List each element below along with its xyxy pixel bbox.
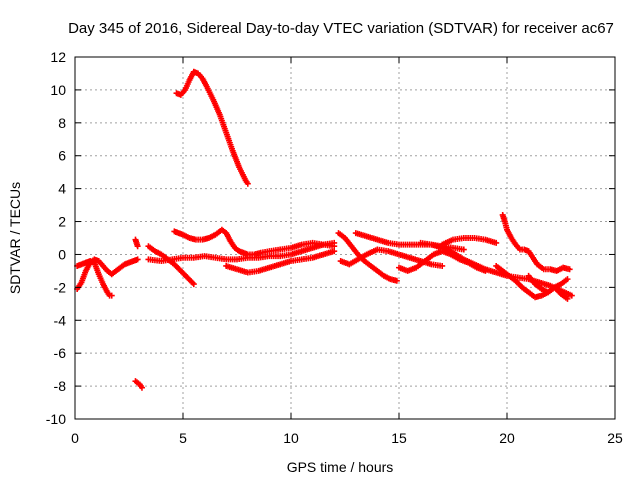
data-point xyxy=(244,180,251,187)
axes: 0 5 10 15 20 25 -10 -8 -6 -4 -2 0 2 4 6 8 10 12 xyxy=(46,49,623,446)
series-s14 xyxy=(396,248,489,274)
series-s05 xyxy=(145,243,197,288)
y-tick-label: 0 xyxy=(58,246,66,262)
series-s04 xyxy=(132,378,145,391)
y-tick-label: -4 xyxy=(54,312,67,328)
series-s07 xyxy=(171,226,284,258)
series-s06 xyxy=(145,239,338,265)
y-tick-label: 4 xyxy=(58,181,66,197)
x-axis-label: GPS time / hours xyxy=(287,459,394,475)
data-point xyxy=(439,262,446,269)
data-point xyxy=(108,292,115,299)
data-point xyxy=(393,277,400,284)
y-tick-label: 12 xyxy=(50,49,66,65)
x-tick-label: 15 xyxy=(391,430,407,446)
series-s19 xyxy=(525,272,571,302)
y-tick-label: -6 xyxy=(54,345,67,361)
y-tick-label: -2 xyxy=(54,279,67,295)
data-point xyxy=(564,276,571,283)
data-point xyxy=(568,292,575,299)
x-tick-label: 25 xyxy=(607,430,623,446)
y-tick-label: 8 xyxy=(58,115,66,131)
data-point xyxy=(493,239,500,246)
data-point xyxy=(460,246,467,253)
chart-title: Day 345 of 2016, Sidereal Day-to-day VTE… xyxy=(68,20,614,37)
y-tick-label: 6 xyxy=(58,148,66,164)
data-point xyxy=(138,384,145,391)
x-tick-label: 5 xyxy=(179,430,187,446)
y-tick-label: -10 xyxy=(46,411,66,427)
series-s10 xyxy=(277,239,338,253)
series-s16 xyxy=(439,235,500,248)
data-point xyxy=(566,266,573,273)
data-point xyxy=(564,295,571,302)
data-points xyxy=(74,68,575,391)
series-s17 xyxy=(499,211,573,274)
series-s08 xyxy=(223,248,338,276)
series-s09 xyxy=(173,68,251,187)
plot-frame xyxy=(74,56,616,420)
series-s02 xyxy=(74,256,141,293)
series-s11 xyxy=(335,230,400,284)
series-s03 xyxy=(132,236,141,250)
gridlines xyxy=(75,57,615,419)
y-tick-label: 10 xyxy=(50,82,66,98)
y-axis-label: SDTVAR / TECUs xyxy=(7,182,23,294)
data-point xyxy=(134,243,141,250)
data-point xyxy=(134,256,141,263)
data-point xyxy=(190,281,197,288)
y-tick-label: 2 xyxy=(58,214,66,230)
data-point xyxy=(331,243,338,250)
x-tick-label: 20 xyxy=(499,430,515,446)
x-tick-label: 10 xyxy=(283,430,299,446)
x-tick-label: 0 xyxy=(71,430,79,446)
y-tick-label: -8 xyxy=(54,378,67,394)
